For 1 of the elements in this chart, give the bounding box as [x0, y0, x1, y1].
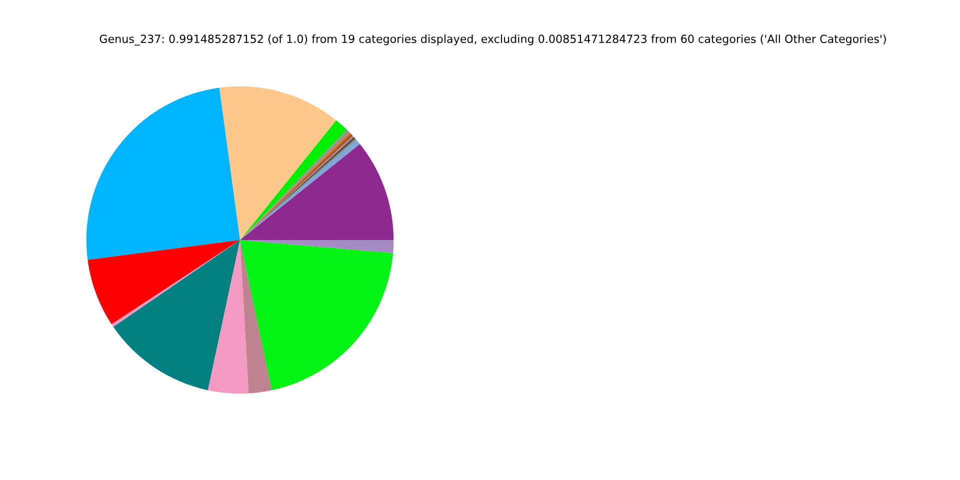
text: Genus_237: 0.991485287152 (of 1.0) from 19 categories displayed, excluding 0.00851471284723 from 60 categories ('All Other Categories'): [100, 34, 886, 46]
